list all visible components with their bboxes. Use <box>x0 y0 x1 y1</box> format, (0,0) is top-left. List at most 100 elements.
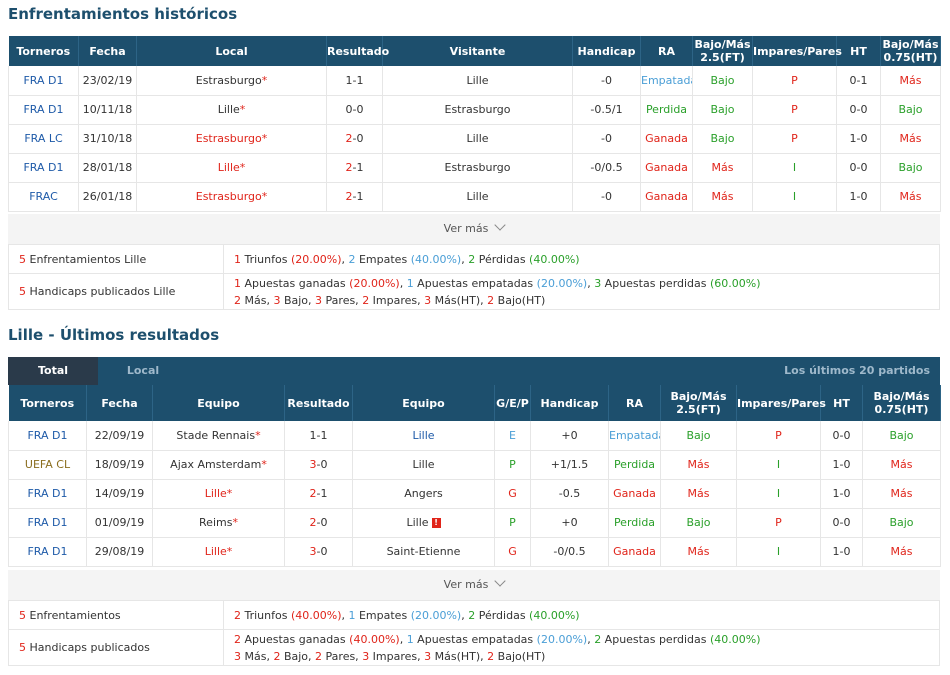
star-marker: * <box>239 161 246 174</box>
ht-score: 0-0 <box>849 161 868 174</box>
summary-values: 1 Apuestas ganadas (20.00%), 1 Apuestas … <box>223 273 940 310</box>
league-cell[interactable]: FRA D1 <box>8 421 87 451</box>
league-cell[interactable]: FRA D1 <box>8 153 79 183</box>
away-team-cell[interactable]: Lille <box>382 124 573 154</box>
tab-local[interactable]: Local <box>126 364 160 377</box>
league-link[interactable]: FRA D1 <box>27 516 68 529</box>
result-cell[interactable]: 2-0 <box>284 508 353 538</box>
home-team-cell[interactable]: Stade Rennais* <box>152 421 285 451</box>
away-team-cell[interactable]: Lille <box>382 182 573 212</box>
league-cell[interactable]: FRA LC <box>8 124 79 154</box>
result-cell[interactable]: 2-1 <box>284 479 353 509</box>
ra-value: Ganada <box>645 161 688 174</box>
home-team-cell[interactable]: Estrasburgo* <box>136 124 327 154</box>
away-team-name[interactable]: Lille <box>466 73 489 87</box>
score-home: 2 <box>345 190 353 203</box>
h2h-show-more[interactable]: Ver más <box>8 214 940 244</box>
ou-value: Más <box>687 487 710 500</box>
league-link[interactable]: UEFA CL <box>24 458 71 471</box>
odd-even-value: P <box>791 132 798 145</box>
result-cell[interactable]: 1-1 <box>284 421 353 451</box>
ht-cell: 0-0 <box>836 95 881 125</box>
away-team-name[interactable]: Lille <box>412 428 435 442</box>
away-team-cell[interactable]: Estrasburgo <box>382 95 573 125</box>
league-cell[interactable]: FRAC <box>8 182 79 212</box>
away-team-cell[interactable]: Estrasburgo <box>382 153 573 183</box>
home-team-name[interactable]: Lille <box>217 103 240 116</box>
league-cell[interactable]: UEFA CL <box>8 450 87 480</box>
col-header: Impares/Pares <box>752 36 842 66</box>
league-link[interactable]: FRA D1 <box>27 487 68 500</box>
result-cell[interactable]: 3-0 <box>284 450 353 480</box>
home-team-name[interactable]: Lille <box>204 545 227 558</box>
home-team-cell[interactable]: Lille* <box>136 153 327 183</box>
away-team-cell[interactable]: Lille <box>352 450 495 480</box>
odd-even-cell: I <box>752 153 837 183</box>
home-team-cell[interactable]: Estrasburgo* <box>136 66 327 96</box>
home-team-name[interactable]: Estrasburgo <box>195 190 262 203</box>
home-team-name[interactable]: Estrasburgo <box>195 73 262 87</box>
tab-total[interactable]: Total <box>8 357 98 385</box>
home-team-cell[interactable]: Lille* <box>152 479 285 509</box>
home-team-name[interactable]: Ajax Amsterdam <box>170 458 262 471</box>
h2h-table: Torneros Fecha Local Resultado Visitante… <box>8 36 941 212</box>
away-team-name[interactable]: Estrasburgo <box>444 103 511 116</box>
last-matches-selector[interactable]: Los últimos 20 partidos <box>784 364 930 377</box>
result-cell[interactable]: 2-1 <box>326 153 383 183</box>
col-header: HT <box>820 385 863 421</box>
home-team-name[interactable]: Lille <box>204 487 227 500</box>
away-team-cell[interactable]: Saint-Etienne <box>352 537 495 567</box>
result-cell[interactable]: 2-1 <box>326 182 383 212</box>
score-home: 0 <box>345 103 353 116</box>
home-team-name[interactable]: Estrasburgo <box>195 132 262 145</box>
gep-cell: E <box>494 421 531 451</box>
away-team-name[interactable]: Lille <box>466 132 489 145</box>
league-link[interactable]: FRAC <box>29 190 58 203</box>
home-team-cell[interactable]: Lille* <box>152 537 285 567</box>
away-team-name[interactable]: Lille <box>412 458 435 471</box>
home-team-cell[interactable]: Estrasburgo* <box>136 182 327 212</box>
gep-value: E <box>509 428 516 442</box>
result-cell[interactable]: 3-0 <box>284 537 353 567</box>
table-row: FRA D1 10/11/18 Lille* 0-0 Estrasburgo -0.5/1… <box>8 95 941 125</box>
league-link[interactable]: FRA LC <box>24 132 63 145</box>
recent-title: Lille - Últimos resultados <box>8 326 220 344</box>
result-cell[interactable]: 0-0 <box>326 95 383 125</box>
away-team-name[interactable]: Saint-Etienne <box>386 545 461 558</box>
recent-show-more[interactable]: Ver más <box>8 570 940 600</box>
league-link[interactable]: FRA D1 <box>23 73 64 87</box>
gep-cell: P <box>494 450 531 480</box>
league-link[interactable]: FRA D1 <box>27 545 68 558</box>
away-team-cell[interactable]: Lille <box>352 421 495 451</box>
result-cell[interactable]: 2-0 <box>326 124 383 154</box>
league-cell[interactable]: FRA D1 <box>8 479 87 509</box>
home-team-cell[interactable]: Lille* <box>136 95 327 125</box>
home-team-name[interactable]: Lille <box>217 161 240 174</box>
home-team-name[interactable]: Reims <box>199 516 233 529</box>
away-team-name[interactable]: Lille <box>466 190 489 203</box>
ou-value: Bajo <box>710 103 735 116</box>
result-cell[interactable]: 1-1 <box>326 66 383 96</box>
ht-score: 0-1 <box>849 73 868 87</box>
home-team-cell[interactable]: Ajax Amsterdam* <box>152 450 285 480</box>
away-team-cell[interactable]: Lille <box>382 66 573 96</box>
league-cell[interactable]: FRA D1 <box>8 66 79 96</box>
league-cell[interactable]: FRA D1 <box>8 95 79 125</box>
away-team-name[interactable]: Angers <box>404 487 443 500</box>
league-link[interactable]: FRA D1 <box>23 103 64 116</box>
odd-even-value: I <box>776 545 781 558</box>
league-link[interactable]: FRA D1 <box>27 428 68 442</box>
home-team-cell[interactable]: Reims* <box>152 508 285 538</box>
score-home: 3 <box>309 458 317 471</box>
away-team-name[interactable]: Lille <box>406 516 429 529</box>
odd-even-cell: I <box>736 479 821 509</box>
league-cell[interactable]: FRA D1 <box>8 537 87 567</box>
league-cell[interactable]: FRA D1 <box>8 508 87 538</box>
away-team-name[interactable]: Estrasburgo <box>444 161 511 174</box>
away-team-cell[interactable]: Angers <box>352 479 495 509</box>
away-team-cell[interactable]: Lille! <box>352 508 495 538</box>
odd-even-value: I <box>776 458 781 471</box>
odd-even-value: I <box>792 190 797 203</box>
home-team-name[interactable]: Stade Rennais <box>176 428 256 442</box>
league-link[interactable]: FRA D1 <box>23 161 64 174</box>
